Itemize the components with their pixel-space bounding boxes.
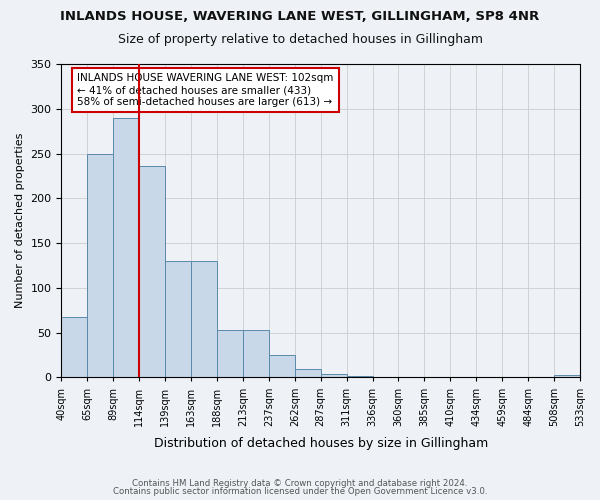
Bar xyxy=(61,316,88,378)
Bar xyxy=(451,376,476,378)
Bar xyxy=(269,355,295,378)
Bar xyxy=(165,261,191,378)
Text: INLANDS HOUSE WAVERING LANE WEST: 102sqm
← 41% of detached houses are smaller (4: INLANDS HOUSE WAVERING LANE WEST: 102sqm… xyxy=(77,74,334,106)
Text: Contains public sector information licensed under the Open Government Licence v3: Contains public sector information licen… xyxy=(113,487,487,496)
Bar xyxy=(295,368,321,378)
Bar xyxy=(191,261,217,378)
Bar xyxy=(88,154,113,378)
Bar xyxy=(113,118,139,378)
Text: Size of property relative to detached houses in Gillingham: Size of property relative to detached ho… xyxy=(118,32,482,46)
Bar xyxy=(243,330,269,378)
Text: Contains HM Land Registry data © Crown copyright and database right 2024.: Contains HM Land Registry data © Crown c… xyxy=(132,478,468,488)
Bar xyxy=(139,166,165,378)
Bar xyxy=(217,330,243,378)
Bar xyxy=(347,376,373,378)
Y-axis label: Number of detached properties: Number of detached properties xyxy=(15,133,25,308)
Bar xyxy=(321,374,347,378)
Text: INLANDS HOUSE, WAVERING LANE WEST, GILLINGHAM, SP8 4NR: INLANDS HOUSE, WAVERING LANE WEST, GILLI… xyxy=(61,10,539,23)
Bar xyxy=(373,376,398,378)
Bar xyxy=(398,376,424,378)
Bar xyxy=(554,375,580,378)
X-axis label: Distribution of detached houses by size in Gillingham: Distribution of detached houses by size … xyxy=(154,437,488,450)
